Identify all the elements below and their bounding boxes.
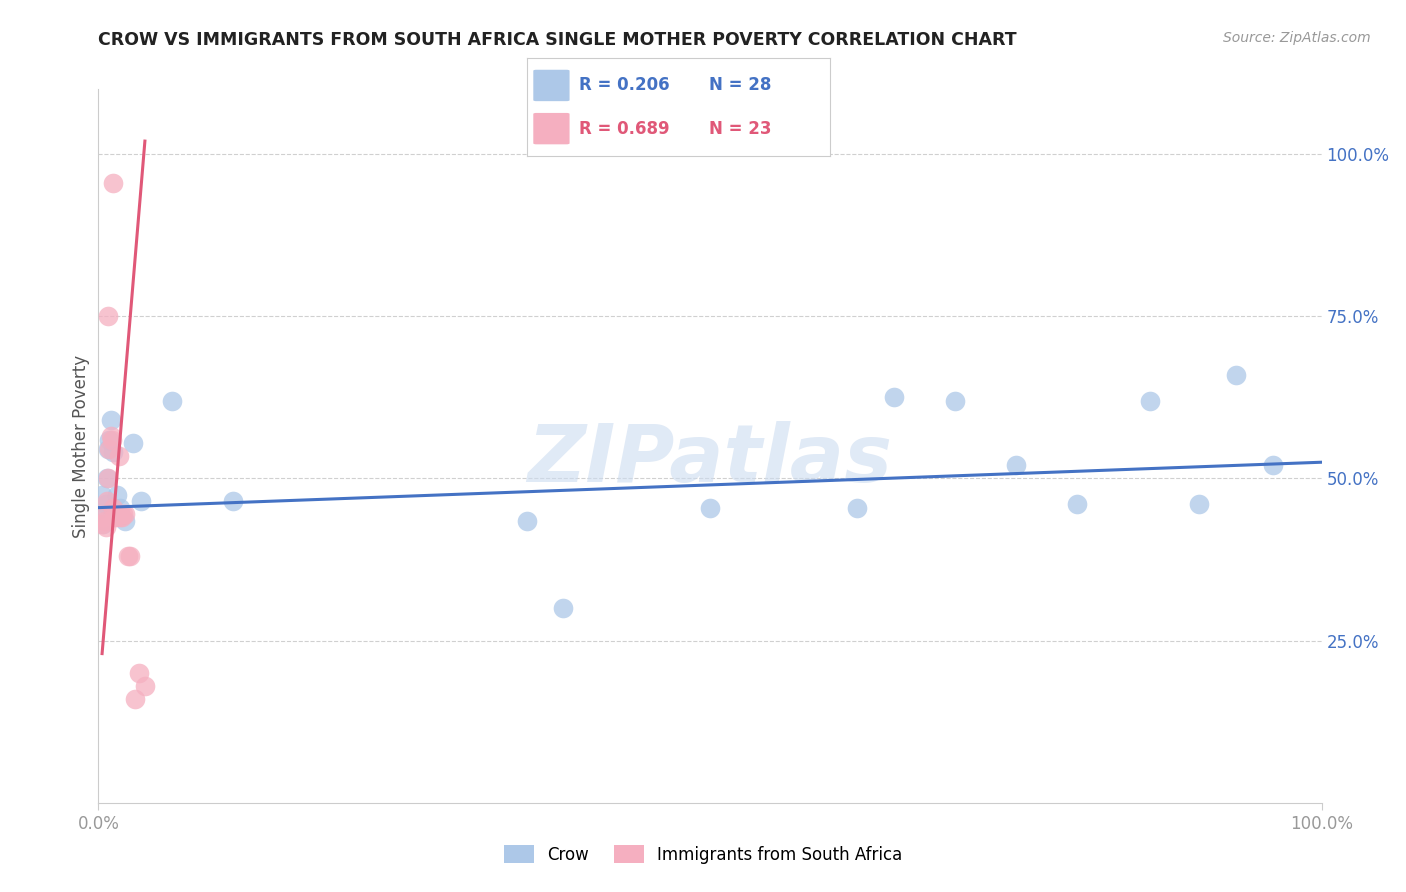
Point (91, 510, 114, 524)
Point (128, 666, 150, 681)
Point (124, 692, 146, 706)
Point (1261, 458, 1284, 473)
Point (96, 494, 118, 508)
Point (129, 494, 152, 508)
Text: CROW VS IMMIGRANTS FROM SOUTH AFRICA SINGLE MOTHER POVERTY CORRELATION CHART: CROW VS IMMIGRANTS FROM SOUTH AFRICA SIN… (98, 31, 1017, 49)
Point (93, 510, 115, 524)
Point (110, 510, 132, 524)
Point (120, 549, 142, 564)
Point (114, 514, 136, 528)
Point (110, 500, 132, 515)
Point (104, 510, 127, 524)
Point (111, 510, 134, 524)
Point (515, 514, 537, 528)
Point (845, 500, 868, 515)
Y-axis label: Single Mother Poverty: Single Mother Poverty (72, 354, 90, 538)
Point (1188, 497, 1211, 511)
Point (103, 510, 125, 524)
Point (91, 488, 114, 502)
Point (101, 500, 124, 515)
Point (97, 471, 120, 485)
Point (699, 500, 721, 515)
FancyBboxPatch shape (533, 70, 569, 101)
Point (94, 520, 117, 534)
Point (98, 433, 121, 447)
FancyBboxPatch shape (533, 113, 569, 145)
Point (114, 507, 136, 521)
Point (117, 549, 139, 564)
Point (108, 449, 131, 463)
Point (553, 601, 575, 615)
Point (222, 494, 245, 508)
Point (1004, 458, 1026, 473)
Point (943, 393, 966, 408)
Text: R = 0.206: R = 0.206 (579, 77, 669, 95)
Point (91, 516, 114, 531)
Point (134, 679, 156, 693)
Point (98, 442, 121, 457)
Point (91, 516, 114, 531)
Point (121, 435, 143, 450)
Point (100, 413, 122, 427)
Point (101, 445, 124, 459)
Point (101, 176, 124, 190)
Text: N = 23: N = 23 (709, 120, 770, 137)
Text: R = 0.689: R = 0.689 (579, 120, 669, 137)
Point (1066, 497, 1088, 511)
Point (93, 514, 115, 528)
Text: ZIPatlas: ZIPatlas (527, 421, 893, 500)
Legend: Crow, Immigrants from South Africa: Crow, Immigrants from South Africa (496, 838, 910, 871)
Text: N = 28: N = 28 (709, 77, 770, 95)
Point (1139, 393, 1161, 408)
Point (107, 507, 129, 521)
Point (1225, 368, 1247, 382)
Point (111, 507, 134, 521)
Text: Source: ZipAtlas.com: Source: ZipAtlas.com (1223, 31, 1371, 45)
Point (94, 497, 117, 511)
Point (160, 393, 183, 408)
Point (97, 310, 120, 324)
Point (883, 390, 905, 404)
Point (100, 429, 122, 443)
Point (97, 442, 120, 457)
Point (105, 488, 128, 502)
Point (101, 433, 124, 447)
Point (96, 471, 118, 485)
